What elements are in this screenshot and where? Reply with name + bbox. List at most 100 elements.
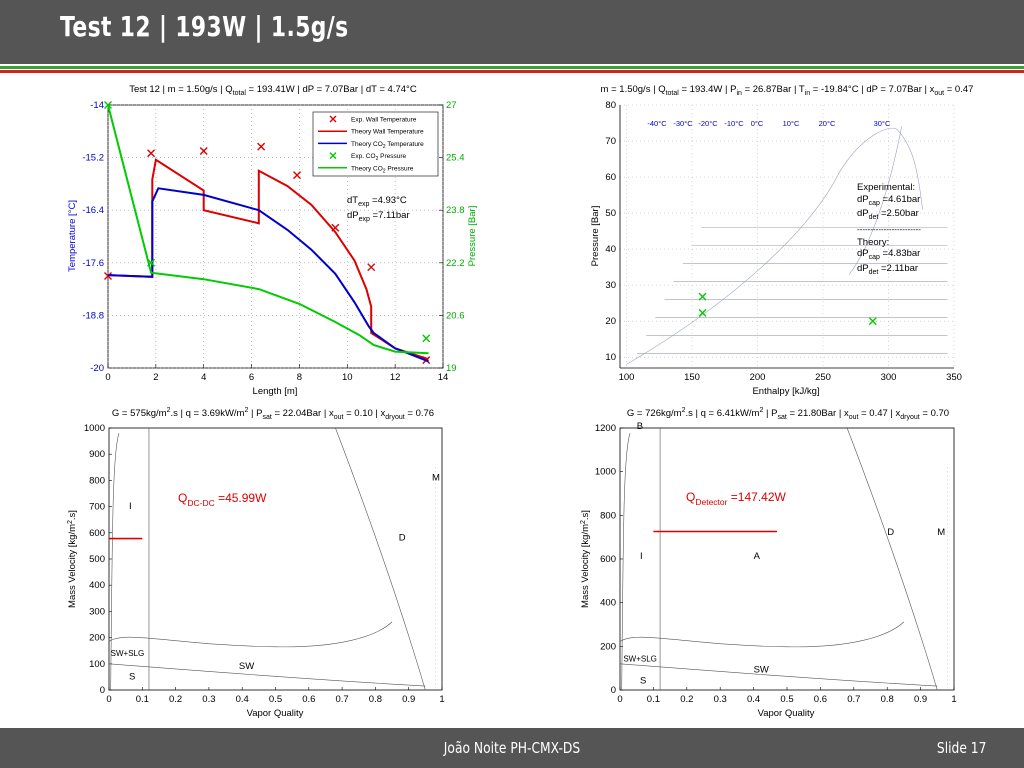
footer-author: João Noite PH-CMX-DS xyxy=(443,739,581,757)
chart-title: G = 575kg/m2.s | q = 3.69kW/m2 | Psat = … xyxy=(112,407,434,421)
transition-curve xyxy=(619,621,905,648)
isotherm-label: 30°C xyxy=(874,119,891,128)
x-axis-label: Vapor Quality xyxy=(758,708,815,719)
data-point xyxy=(147,149,156,158)
transition-curve xyxy=(108,663,426,687)
x-tick-label: 0.6 xyxy=(814,694,827,705)
y-right-tick-label: 19 xyxy=(446,363,457,374)
isotherm-label: -40°C xyxy=(647,119,667,128)
y-tick-label: 10 xyxy=(605,352,616,363)
x-tick-label: 4 xyxy=(201,372,206,383)
x-tick-label: 0.9 xyxy=(402,694,415,705)
y-axis-label: Pressure [Bar] xyxy=(590,206,601,267)
legend-label: Theory CO2 Pressure xyxy=(351,165,414,174)
plot-area xyxy=(108,427,443,691)
y-tick-label: 1000 xyxy=(595,467,616,478)
y-tick-label: 1000 xyxy=(84,423,105,434)
heat-label: QDC-DC =45.99W xyxy=(178,491,267,508)
x-tick-label: 0 xyxy=(617,694,622,705)
x-tick-label: 0.4 xyxy=(747,694,760,705)
y-axis-label-right: Pressure [Bar] xyxy=(467,206,478,267)
y-tick-label: 30 xyxy=(605,280,616,291)
x-tick-label: 200 xyxy=(750,372,766,383)
svg-text:Experimental:: Experimental: xyxy=(857,182,915,193)
x-tick-label: 0.5 xyxy=(780,694,793,705)
svg-text:dPdet =2.11bar: dPdet =2.11bar xyxy=(857,263,918,276)
x-tick-label: 0.7 xyxy=(847,694,860,705)
y-tick-label: 600 xyxy=(89,528,105,539)
x-tick-label: 0.1 xyxy=(136,694,149,705)
x-axis-label: Vapor Quality xyxy=(247,708,304,719)
x-tick-label: 0.8 xyxy=(881,694,894,705)
x-tick-label: 1 xyxy=(439,694,444,705)
x-axis-label: Length [m] xyxy=(253,386,298,397)
region-label: I xyxy=(640,551,643,562)
y-tick-label: 80 xyxy=(605,100,616,111)
x-tick-label: 0.6 xyxy=(302,694,315,705)
x-tick-label: 300 xyxy=(881,372,897,383)
y-tick-label: 700 xyxy=(89,502,105,513)
series-line xyxy=(107,187,429,363)
slide-header: Test 12 | 193W | 1.5g/s xyxy=(0,0,1024,64)
y-right-tick-label: 23.8 xyxy=(446,205,465,216)
accent-stripe-red xyxy=(0,70,1024,73)
x-tick-label: 10 xyxy=(342,372,353,383)
transition-curve xyxy=(621,433,631,691)
saturation-curve xyxy=(626,127,923,365)
legend-label: Exp. Wall Temperature xyxy=(351,117,417,124)
series-line xyxy=(107,104,429,355)
legend-label: Theory CO2 Temperature xyxy=(351,141,424,150)
isotherm-label: 0°C xyxy=(751,119,764,128)
data-point xyxy=(257,142,266,151)
x-tick-label: 100 xyxy=(619,372,635,383)
series-line xyxy=(107,158,429,361)
y-tick-label: 500 xyxy=(89,554,105,565)
x-tick-label: 12 xyxy=(390,372,401,383)
transition-curve xyxy=(110,433,120,691)
isotherm-label: 10°C xyxy=(783,119,800,128)
x-tick-label: 250 xyxy=(815,372,831,383)
isotherm-label: -10°C xyxy=(724,119,744,128)
legend: Exp. Wall Temperature Theory Wall Tempera… xyxy=(312,111,439,177)
chart-title: G = 726kg/m2.s | q = 6.41kW/m2 | Psat = … xyxy=(627,407,949,421)
isotherm-label: -20°C xyxy=(698,119,718,128)
svg-text:Theory:: Theory: xyxy=(857,237,889,248)
data-point xyxy=(422,334,431,343)
svg-text:dPcap =4.83bar: dPcap =4.83bar xyxy=(857,248,920,261)
y-right-tick-label: 20.6 xyxy=(446,310,465,321)
slide-number: Slide 17 xyxy=(936,739,986,757)
y-tick-label: 1200 xyxy=(595,423,616,434)
x-tick-label: 0.3 xyxy=(714,694,727,705)
region-label: M xyxy=(432,472,440,483)
x-tick-label: 14 xyxy=(438,372,449,383)
transition-curve xyxy=(619,663,938,687)
y-tick-label: 60 xyxy=(605,172,616,183)
x-tick-label: 0 xyxy=(105,372,110,383)
y-tick-label: -18.8 xyxy=(82,310,104,321)
y-right-tick-label: 27 xyxy=(446,100,457,111)
transition-curve xyxy=(335,427,426,691)
svg-text:dPdet =2.50bar: dPdet =2.50bar xyxy=(857,208,919,221)
plot-area xyxy=(619,427,955,691)
x-tick-label: 350 xyxy=(946,372,962,383)
isotherm-curve xyxy=(848,126,902,275)
x-tick-label: 0 xyxy=(106,694,111,705)
y-tick-label: 900 xyxy=(89,449,105,460)
x-tick-label: 0.1 xyxy=(647,694,660,705)
region-label: M xyxy=(937,527,945,538)
transition-curve xyxy=(846,427,938,691)
x-tick-label: 0.9 xyxy=(914,694,927,705)
y-tick-label: 400 xyxy=(600,598,616,609)
y-tick-label: 40 xyxy=(605,244,616,255)
flow-map-detector-chart: G = 726kg/m2.s | q = 6.41kW/m2 | Psat = … xyxy=(580,407,957,719)
y-tick-label: 100 xyxy=(89,659,105,670)
x-tick-label: 2 xyxy=(153,372,158,383)
y-tick-label: -16.4 xyxy=(82,205,104,216)
x-axis-label: Enthalpy [kJ/kg] xyxy=(752,386,819,397)
x-tick-label: 0.2 xyxy=(680,694,693,705)
region-label: I xyxy=(129,501,132,512)
region-label: D xyxy=(887,527,894,538)
y-tick-label: -20 xyxy=(90,363,104,374)
isotherm-label: -30°C xyxy=(673,119,693,128)
y-axis-label: Mass Velocity [kg/m2.s] xyxy=(580,510,591,608)
